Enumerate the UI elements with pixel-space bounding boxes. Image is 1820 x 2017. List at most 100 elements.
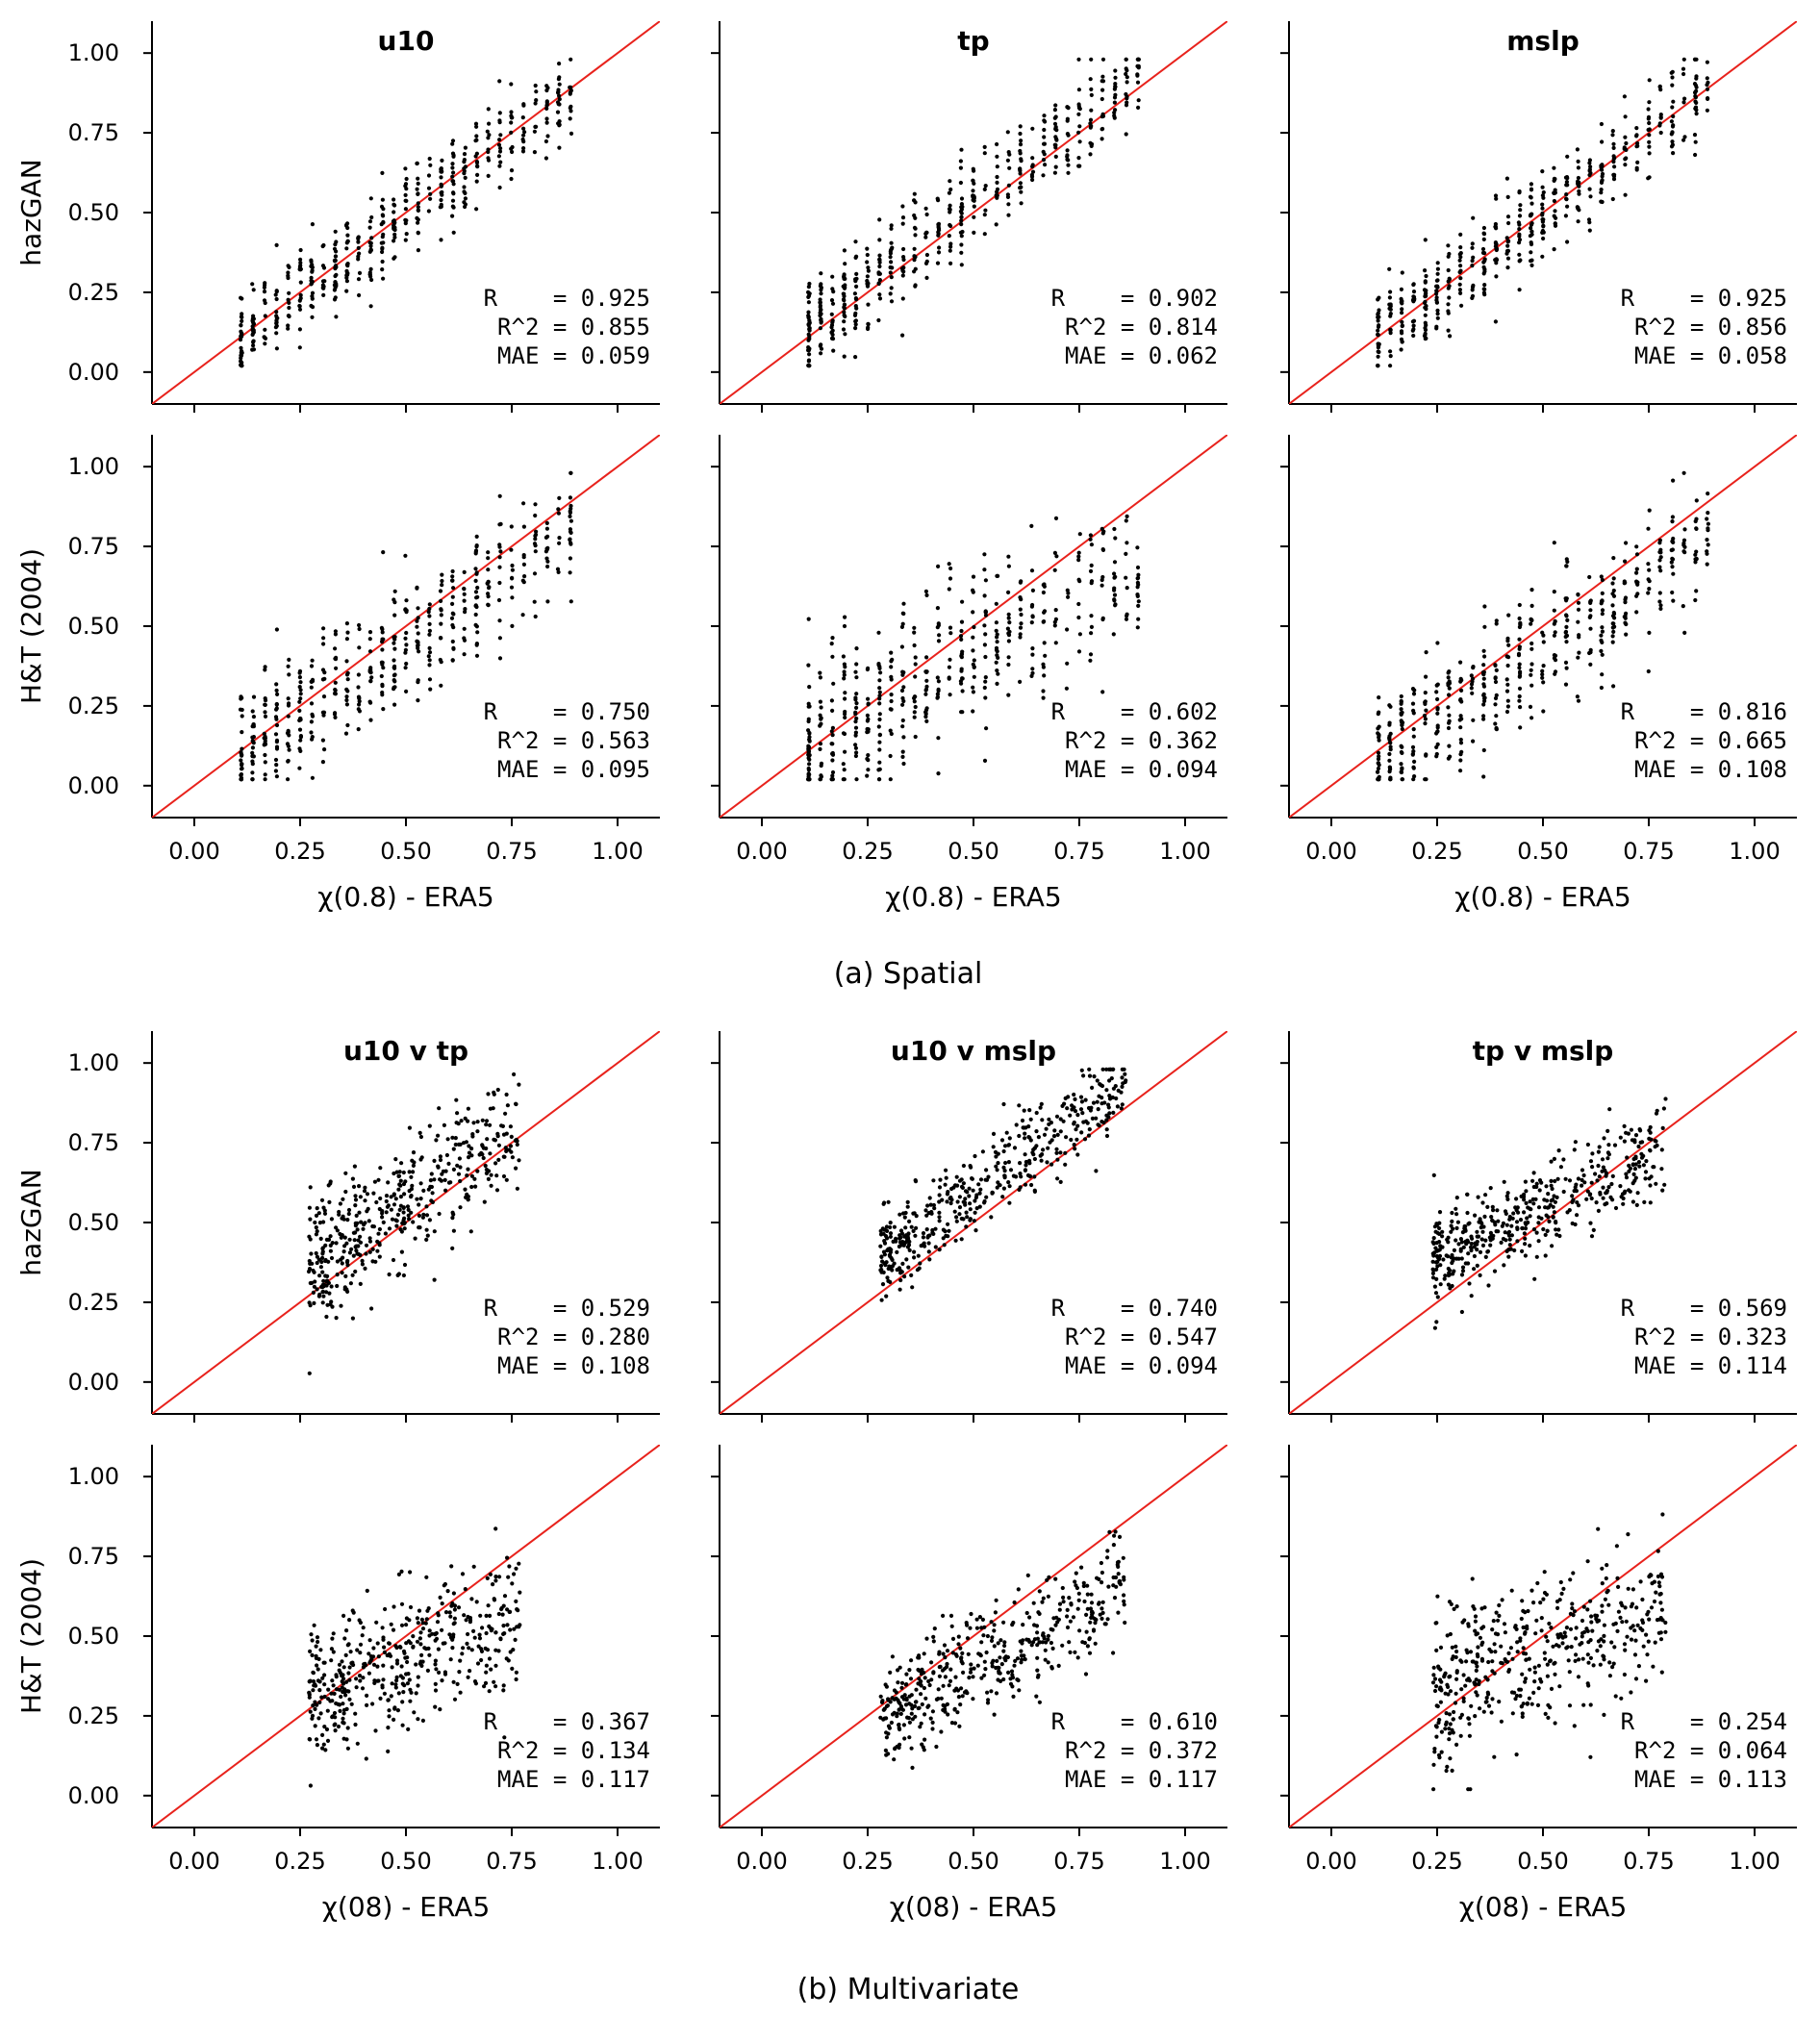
data-point — [1633, 1133, 1639, 1138]
data-point — [415, 1616, 419, 1621]
data-point — [424, 1204, 429, 1209]
data-point — [533, 513, 538, 518]
data-point — [967, 1194, 972, 1198]
data-point — [1647, 508, 1652, 513]
data-point — [913, 200, 918, 205]
data-point — [913, 215, 918, 220]
data-point — [1073, 1579, 1077, 1584]
data-point — [1125, 68, 1129, 73]
data-point — [297, 675, 302, 680]
data-point — [369, 277, 374, 283]
data-point — [1400, 270, 1404, 275]
data-point — [1600, 629, 1605, 634]
data-point — [1534, 1184, 1539, 1190]
data-point — [508, 1609, 513, 1614]
data-point — [913, 662, 918, 667]
data-point — [1136, 105, 1141, 110]
data-point — [429, 1172, 434, 1176]
data-point — [1610, 196, 1615, 202]
data-point — [1567, 1178, 1573, 1183]
data-point — [381, 207, 386, 212]
data-point — [500, 1612, 505, 1617]
data-point — [1647, 175, 1652, 180]
data-point — [865, 260, 870, 265]
data-point — [1065, 661, 1070, 666]
data-point — [1514, 1197, 1519, 1201]
scatter-points — [238, 57, 574, 368]
data-point — [380, 1215, 385, 1220]
data-point — [900, 672, 905, 677]
data-point — [972, 1219, 977, 1223]
data-point — [898, 1711, 903, 1716]
data-point — [1657, 558, 1662, 563]
data-point — [1475, 1229, 1479, 1234]
data-point — [510, 144, 515, 150]
data-point — [910, 1765, 915, 1770]
data-point — [913, 655, 918, 660]
data-point — [1470, 1236, 1475, 1241]
data-point — [959, 637, 964, 643]
data-point — [889, 223, 894, 228]
data-point — [898, 1277, 903, 1283]
data-point — [1046, 1146, 1050, 1150]
data-point — [1470, 264, 1475, 268]
data-point — [842, 319, 847, 324]
data-point — [428, 196, 433, 201]
data-point — [439, 683, 443, 688]
data-point — [853, 322, 858, 327]
data-point — [1589, 1180, 1594, 1185]
data-point — [488, 1122, 493, 1127]
data-point — [496, 154, 502, 159]
data-point — [1534, 1181, 1539, 1186]
data-point — [380, 630, 385, 635]
data-point — [1507, 1214, 1512, 1220]
data-point — [314, 1737, 319, 1742]
data-point — [458, 1690, 463, 1695]
data-point — [484, 1122, 489, 1127]
data-point — [1634, 134, 1639, 139]
data-point — [450, 141, 455, 146]
data-point — [1434, 754, 1439, 759]
data-point — [365, 1588, 369, 1593]
data-point — [1577, 635, 1581, 640]
stats-line: R = 0.569 — [1621, 1295, 1787, 1322]
data-point — [1065, 1106, 1070, 1111]
data-point — [1076, 88, 1081, 92]
data-point — [370, 1223, 375, 1229]
data-point — [1505, 682, 1510, 687]
data-point — [854, 662, 859, 667]
data-point — [1458, 714, 1463, 719]
data-point — [514, 1166, 518, 1171]
data-point — [866, 302, 871, 307]
data-point — [1029, 673, 1034, 679]
data-point — [830, 758, 835, 763]
data-point — [345, 689, 350, 693]
data-point — [1517, 693, 1522, 699]
data-point — [367, 1236, 372, 1241]
data-point — [892, 1261, 897, 1266]
data-point — [1099, 1083, 1103, 1088]
data-point — [1505, 256, 1511, 261]
data-point — [434, 1138, 439, 1143]
data-point — [392, 255, 397, 260]
data-point — [1089, 542, 1094, 547]
data-point — [1435, 261, 1440, 265]
data-point — [948, 244, 953, 249]
data-point — [356, 694, 362, 699]
data-point — [1540, 169, 1545, 174]
data-point — [399, 1664, 404, 1669]
data-point — [1018, 679, 1023, 685]
data-point — [320, 1247, 325, 1251]
data-point — [404, 598, 409, 603]
data-point — [439, 197, 443, 203]
data-point — [497, 522, 502, 527]
data-point — [1658, 568, 1663, 573]
data-point — [923, 1208, 928, 1213]
data-point — [274, 320, 279, 325]
data-point — [1446, 311, 1451, 315]
data-point — [315, 1663, 319, 1668]
data-point — [1078, 1095, 1084, 1099]
data-point — [1693, 106, 1698, 111]
data-point — [909, 1273, 914, 1277]
data-point — [297, 708, 302, 714]
